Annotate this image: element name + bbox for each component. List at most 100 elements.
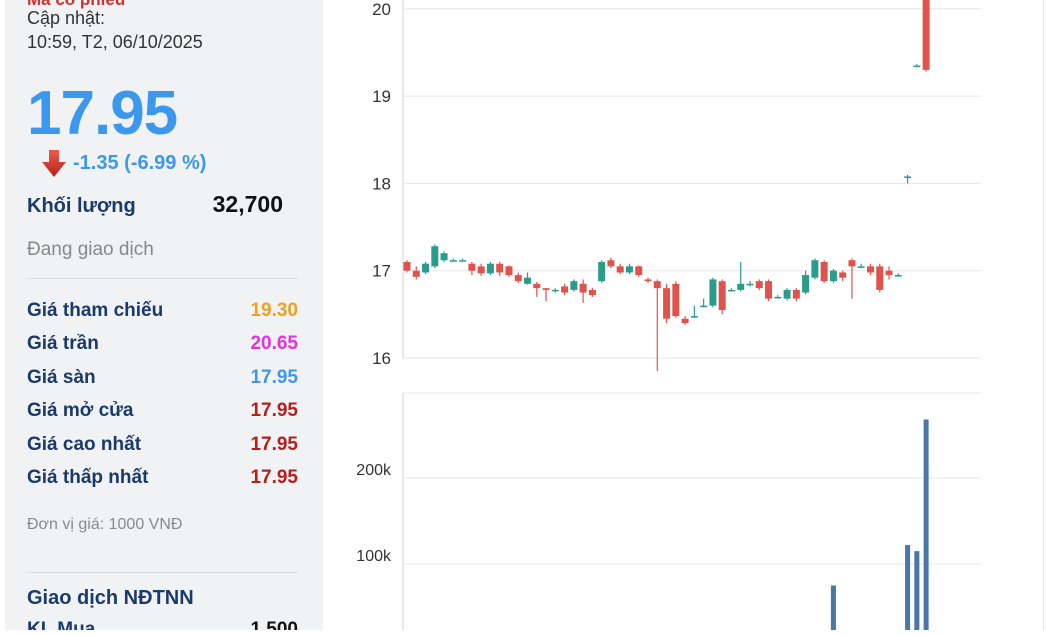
candle-body	[709, 279, 717, 306]
divider	[27, 572, 298, 573]
foreign-buy-label: KL Mua	[27, 619, 96, 630]
candle-body	[876, 266, 884, 290]
volume-bar	[923, 419, 929, 630]
current-price: 17.95	[27, 79, 178, 148]
stat-label: Giá cao nhất	[27, 434, 142, 455]
price-down-arrow-icon	[42, 150, 66, 177]
stat-label: Giá trần	[27, 333, 99, 354]
candle-body	[486, 263, 494, 274]
candle-body	[857, 266, 865, 268]
candlestick-chart[interactable]: 16 17 18 19 20 100k 200k	[323, 0, 1050, 630]
stat-label: Giá sàn	[27, 367, 96, 388]
candle-body	[894, 275, 902, 277]
stat-row-high: Giá cao nhất 17.95	[27, 434, 298, 458]
candle-body	[459, 260, 467, 262]
stat-row-floor: Giá sàn 17.95	[27, 367, 298, 391]
price-chart-area[interactable]: 16 17 18 19 20 100k 200k	[323, 0, 1050, 630]
candle-body	[422, 263, 430, 273]
price-tick-label: 20	[372, 0, 391, 19]
volume-value: 32,700	[212, 191, 283, 217]
page-edge-divider	[1043, 0, 1044, 630]
volume-bar	[914, 551, 920, 630]
candle-body	[848, 260, 856, 267]
foreign-trade-title: Giao dịch NĐTNN	[27, 587, 194, 609]
candle-body	[477, 266, 485, 274]
candle-body	[625, 266, 633, 273]
volume-bar	[905, 545, 911, 630]
candle-body	[681, 318, 689, 324]
foreign-buy-value: 1,500	[250, 619, 298, 630]
candle-body	[644, 279, 652, 282]
candle-body	[551, 289, 559, 292]
candle-body	[746, 283, 754, 286]
stat-value: 17.95	[250, 367, 298, 388]
price-tick-label: 17	[372, 262, 391, 281]
candle-body	[820, 261, 828, 282]
stat-label: Giá thấp nhất	[27, 467, 149, 488]
candle-body	[811, 260, 819, 278]
price-tick-label: 19	[372, 87, 391, 106]
divider	[27, 278, 298, 279]
candle-body	[607, 260, 615, 267]
stat-value: 17.95	[250, 400, 298, 421]
candle-body	[431, 246, 439, 267]
candle-body	[440, 253, 448, 261]
volume-bar	[830, 585, 836, 630]
candle-body	[755, 281, 763, 289]
candle-body	[561, 286, 569, 293]
update-label: Cập nhật:	[27, 8, 106, 28]
price-change: -1.35 (-6.99 %)	[73, 152, 207, 174]
candle-body	[672, 283, 680, 317]
volume-tick-label: 200k	[356, 462, 392, 479]
candle-body	[774, 296, 782, 299]
volume-tick-label: 100k	[356, 548, 392, 565]
stock-info-panel: Mã cổ phiếu Cập nhật: 10:59, T2, 06/10/2…	[5, 0, 323, 630]
candle-body	[653, 281, 661, 289]
candle-body	[904, 176, 912, 178]
candle-body	[412, 270, 420, 277]
candle-body	[468, 263, 476, 271]
candle-body	[783, 289, 791, 299]
stat-row-low: Giá thấp nhất 17.95	[27, 467, 298, 491]
candle-body	[913, 65, 921, 68]
candle-body	[514, 275, 522, 282]
stock-title-partial: Mã cổ phiếu	[27, 0, 125, 10]
candle-body	[922, 0, 930, 70]
candle-body	[579, 283, 587, 293]
candle-body	[663, 288, 671, 319]
candle-body	[802, 275, 810, 293]
price-tick-label: 18	[372, 174, 391, 193]
candle-body	[690, 316, 698, 318]
candle-body	[570, 281, 578, 290]
candle-body	[616, 266, 624, 273]
candle-body	[524, 277, 532, 284]
price-unit-note: Đơn vị giá: 1000 VNĐ	[27, 516, 183, 533]
update-time: 10:59, T2, 06/10/2025	[27, 32, 203, 52]
trading-status: Đang giao dịch	[27, 239, 154, 260]
candle-body	[635, 266, 643, 276]
stat-row-ceiling: Giá trần 20.65	[27, 333, 298, 357]
stat-value: 17.95	[250, 467, 298, 488]
price-tick-label: 16	[372, 349, 391, 368]
candle-body	[505, 266, 513, 276]
candle-body	[727, 289, 735, 292]
stat-value: 20.65	[250, 333, 298, 354]
candle-body	[449, 260, 457, 262]
candle-body	[700, 305, 708, 308]
candle-body	[598, 261, 606, 282]
candle-body	[533, 283, 541, 289]
candle-body	[867, 266, 874, 273]
stat-row-open: Giá mở cửa 17.95	[27, 400, 298, 424]
stat-row-reference: Giá tham chiếu 19.30	[27, 300, 298, 324]
candle-body	[588, 289, 596, 296]
candle-body	[718, 281, 726, 310]
stat-label: Giá mở cửa	[27, 400, 134, 421]
candle-body	[885, 270, 893, 276]
candle-body	[792, 289, 800, 299]
candle-body	[737, 283, 745, 290]
stat-value: 17.95	[250, 434, 298, 455]
stat-value: 19.30	[250, 300, 298, 321]
candle-body	[403, 261, 411, 271]
volume-label: Khối lượng	[27, 195, 136, 217]
candle-body	[496, 263, 504, 273]
